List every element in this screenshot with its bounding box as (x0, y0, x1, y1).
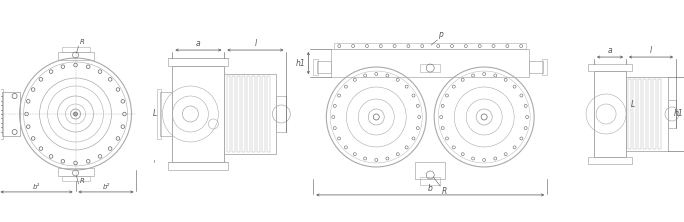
Bar (267, 76, 270, 152)
Bar (648, 79, 651, 149)
Circle shape (74, 112, 77, 116)
Text: a: a (196, 39, 200, 48)
Bar (168, 162, 228, 170)
Bar (415, 162, 445, 179)
Bar (653, 79, 656, 149)
Text: b²: b² (103, 184, 109, 190)
Text: l: l (254, 39, 256, 48)
Bar (62, 176, 90, 181)
Bar (168, 58, 228, 66)
Bar (263, 76, 265, 152)
Text: h1: h1 (295, 59, 305, 67)
Text: L: L (631, 99, 635, 109)
Bar (626, 77, 668, 151)
Bar (0, 89, 3, 139)
Bar (643, 79, 646, 149)
Bar (638, 79, 641, 149)
Bar (420, 64, 440, 72)
Bar (334, 43, 526, 49)
Bar (658, 79, 661, 149)
Bar (1, 92, 20, 136)
Bar (276, 96, 287, 132)
Text: a: a (608, 46, 612, 55)
Bar (542, 59, 547, 75)
Bar (161, 92, 172, 136)
Text: b: b (428, 184, 433, 193)
Text: R: R (79, 39, 84, 45)
Bar (313, 59, 318, 75)
Bar (242, 76, 246, 152)
Bar (257, 76, 261, 152)
Bar (668, 100, 676, 128)
Text: R: R (443, 187, 447, 196)
Bar (633, 79, 636, 149)
Bar (227, 76, 231, 152)
Bar (237, 76, 240, 152)
Bar (588, 64, 632, 71)
Bar (252, 76, 255, 152)
Bar (331, 49, 529, 77)
Text: p: p (438, 30, 443, 39)
Bar (224, 74, 276, 154)
Bar (62, 47, 90, 52)
Bar (628, 79, 631, 149)
Bar (57, 168, 94, 176)
Bar (529, 61, 543, 73)
Text: l: l (650, 46, 652, 55)
Text: R: R (79, 178, 84, 184)
Bar (157, 89, 161, 139)
Bar (57, 52, 94, 60)
Bar (172, 66, 224, 162)
Bar (248, 76, 250, 152)
Text: b¹: b¹ (33, 184, 40, 190)
Bar (233, 76, 235, 152)
Bar (594, 71, 626, 157)
Bar (588, 157, 632, 164)
Bar (317, 61, 331, 73)
Text: h1: h1 (673, 109, 683, 119)
Text: L: L (153, 109, 157, 119)
Bar (420, 177, 440, 185)
